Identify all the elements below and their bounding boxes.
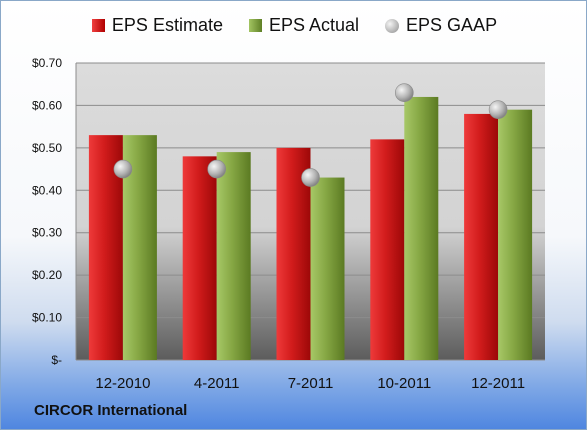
bars <box>88 96 533 361</box>
legend-label-gaap: EPS GAAP <box>406 15 498 35</box>
legend-swatch-gaap <box>385 18 400 33</box>
bar-eps-estimate <box>464 113 499 361</box>
x-tick-label: 12-2011 <box>471 375 525 392</box>
legend-swatch-estimate <box>91 19 105 32</box>
chart-plot: $- $0.10 $0.20 $0.30 $0.40 $0.50 $0.60 $0.70 12… <box>32 56 545 392</box>
legend-item-actual: EPS Actual <box>248 15 360 36</box>
legend-item-gaap: EPS GAAP <box>385 15 497 36</box>
legend-label-estimate: EPS Estimate <box>111 15 223 35</box>
legend-label-actual: EPS Actual <box>268 15 360 35</box>
bar-eps-actual <box>216 152 251 360</box>
marker-eps-gaap <box>207 159 226 179</box>
y-tick-label: $0.20 <box>32 268 62 282</box>
y-tick-label: $0.10 <box>32 311 62 325</box>
bar-eps-estimate <box>182 156 217 360</box>
y-tick-label: $0.60 <box>32 98 62 112</box>
marker-eps-gaap <box>394 83 414 102</box>
legend-item-estimate: EPS Estimate <box>91 15 223 36</box>
company-name: CIRCOR International <box>34 402 188 419</box>
y-tick-label: $0.30 <box>32 226 62 240</box>
bar-eps-actual <box>310 177 345 360</box>
y-tick-label: $0.50 <box>32 141 62 155</box>
bar-eps-actual <box>498 109 533 361</box>
x-tick-label: 7-2011 <box>288 375 334 392</box>
x-tick-label: 12-2010 <box>95 375 150 392</box>
y-tick-label: $- <box>51 353 62 367</box>
x-tick-label: 10-2011 <box>377 375 431 392</box>
marker-eps-gaap <box>301 168 320 187</box>
bar-eps-estimate <box>370 139 405 360</box>
marker-eps-gaap <box>113 159 133 179</box>
y-axis: $- $0.10 $0.20 $0.30 $0.40 $0.50 $0.60 $0.70 <box>32 56 77 367</box>
y-tick-label: $0.40 <box>32 183 62 197</box>
marker-eps-gaap <box>488 100 508 119</box>
y-tick-label: $0.70 <box>32 56 62 70</box>
legend-swatch-actual <box>248 19 262 32</box>
gaap-markers <box>113 83 508 187</box>
x-tick-label: 4-2011 <box>194 375 240 392</box>
x-axis: 12-2010 4-2011 7-2011 10-2011 12-2011 <box>95 375 525 392</box>
legend: EPS Estimate EPS Actual EPS GAAP <box>1 15 587 36</box>
bar-eps-actual <box>404 96 439 360</box>
